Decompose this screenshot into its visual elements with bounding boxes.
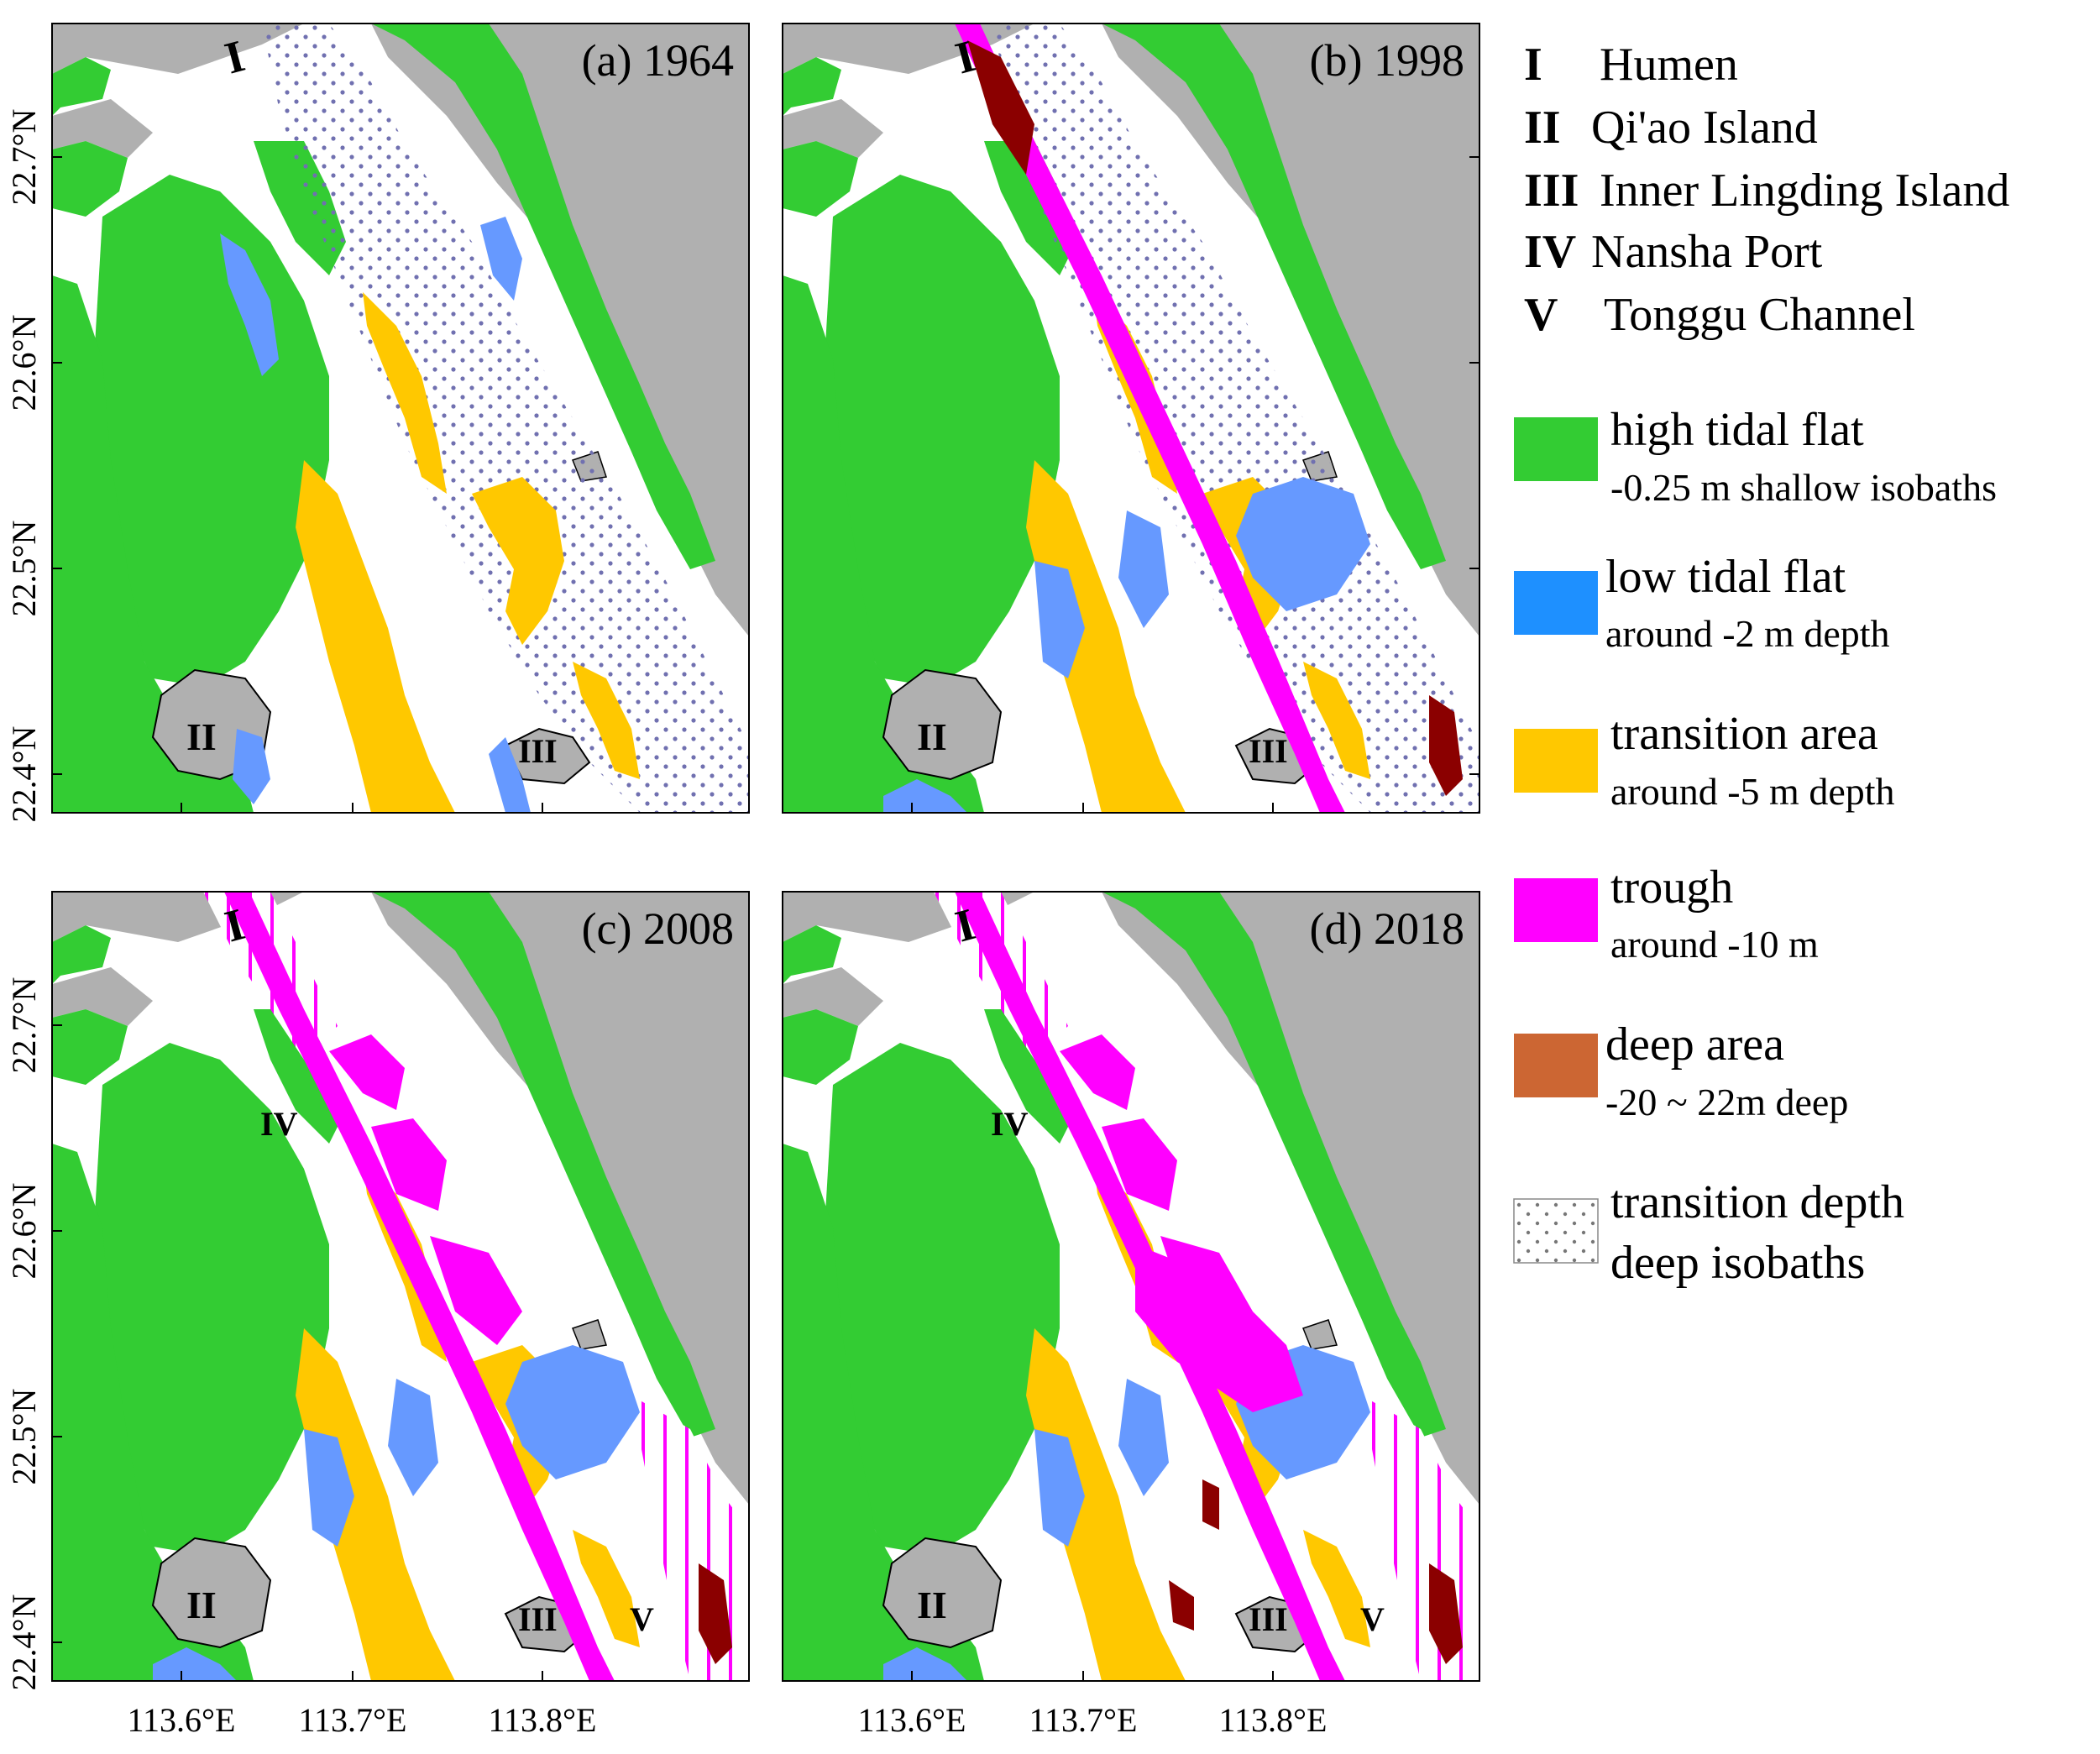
panel-d: (d) 2018 I II III IV V xyxy=(782,891,1480,1682)
legend-name: transition depth xyxy=(1610,1176,1904,1228)
panel-a-label-III: III xyxy=(518,732,558,770)
panel-c-title: (c) 2008 xyxy=(582,903,734,954)
legend-name: low tidal flat xyxy=(1605,551,1846,603)
place-numeral: II xyxy=(1524,102,1561,154)
place-name: Tonggu Channel xyxy=(1604,289,1915,341)
lat-tick-marks xyxy=(52,156,1479,1643)
lon-tick-label: 113.6°E xyxy=(858,1701,966,1739)
legend-trough: trough around -10 m xyxy=(1514,861,1819,966)
legend-swatch xyxy=(1513,1198,1599,1264)
lat-tick-label: 22.4°N xyxy=(5,1594,43,1691)
place-name: Nansha Port xyxy=(1591,226,1823,278)
legend-desc: -0.25 m shallow isobaths xyxy=(1610,466,1997,509)
legend-name: deep area xyxy=(1605,1018,1784,1071)
place-legend-item: IV Nansha Port xyxy=(1524,226,1823,278)
panel-c-label-V: V xyxy=(630,1600,654,1638)
lat-tick-label: 22.4°N xyxy=(5,726,43,823)
lat-tick-label: 22.7°N xyxy=(5,109,43,206)
place-numeral: III xyxy=(1524,165,1579,217)
place-name: Humen xyxy=(1600,39,1738,91)
place-legend-item: II Qi'ao Island xyxy=(1524,102,1818,154)
legend-transition-area: transition area around -5 m depth xyxy=(1514,708,1895,813)
lon-axis-right: 113.6°E 113.7°E 113.8°E xyxy=(858,1701,1328,1739)
lon-tick-marks xyxy=(181,803,1274,1681)
place-legend: I Humen II Qi'ao Island III Inner Lingdi… xyxy=(1524,39,2009,341)
place-numeral: I xyxy=(1524,39,1542,91)
lon-tick-label: 113.7°E xyxy=(1029,1701,1138,1739)
panel-d-label-V: V xyxy=(1360,1600,1385,1638)
legend-desc: deep isobaths xyxy=(1610,1237,1865,1289)
lon-tick-label: 113.8°E xyxy=(1219,1701,1328,1739)
panel-c-label-IV: IV xyxy=(260,1105,298,1143)
panel-a-label-II: II xyxy=(186,715,217,758)
panel-b-title: (b) 1998 xyxy=(1310,35,1464,86)
lat-tick-label: 22.6°N xyxy=(5,1183,43,1280)
legend-deep-area: deep area -20 ~ 22m deep xyxy=(1514,1018,1848,1123)
place-numeral: V xyxy=(1524,289,1558,341)
legend-name: high tidal flat xyxy=(1610,404,1864,456)
legend-swatch xyxy=(1514,1034,1598,1097)
legend-low-tidal-flat: low tidal flat around -2 m depth xyxy=(1514,551,1890,655)
legend-swatch xyxy=(1514,571,1598,635)
place-name: Inner Lingding Island xyxy=(1600,165,2009,217)
legend-name: trough xyxy=(1610,861,1733,914)
panel-b: (b) 1998 I II III xyxy=(782,23,1480,814)
legend-transition-depth: transition depth deep isobaths xyxy=(1513,1176,1904,1289)
legend-desc: around -10 m xyxy=(1610,923,1819,966)
legend-name: transition area xyxy=(1610,708,1878,760)
lat-tick-label: 22.5°N xyxy=(5,521,43,617)
lon-tick-label: 113.8°E xyxy=(489,1701,597,1739)
panel-c: (c) 2008 I II III IV V xyxy=(51,891,750,1682)
legend-swatch xyxy=(1514,417,1598,481)
panel-c-label-II: II xyxy=(186,1584,217,1626)
panel-a-title: (a) 1964 xyxy=(582,35,734,86)
legend-swatch xyxy=(1514,878,1598,942)
panel-d-label-II: II xyxy=(917,1584,947,1626)
panel-d-title: (d) 2018 xyxy=(1310,903,1464,954)
place-numeral: IV xyxy=(1524,226,1576,278)
legend-desc: -20 ~ 22m deep xyxy=(1605,1081,1848,1123)
panel-b-label-III: III xyxy=(1249,732,1288,770)
lon-tick-label: 113.6°E xyxy=(128,1701,236,1739)
class-legend: high tidal flat -0.25 m shallow isobaths… xyxy=(1513,404,1997,1289)
place-legend-item: V Tonggu Channel xyxy=(1524,289,1915,341)
lon-tick-label: 113.7°E xyxy=(299,1701,407,1739)
place-legend-item: I Humen xyxy=(1524,39,1738,91)
panel-a: (a) 1964 I II III xyxy=(51,23,750,814)
lat-axis-bottom: 22.4°N 22.5°N 22.6°N 22.7°N xyxy=(5,977,43,1691)
legend-desc: around -2 m depth xyxy=(1605,612,1890,655)
lat-axis-top: 22.4°N 22.5°N 22.6°N 22.7°N xyxy=(5,109,43,823)
lat-tick-label: 22.6°N xyxy=(5,315,43,411)
lat-tick-label: 22.5°N xyxy=(5,1389,43,1485)
legend-desc: around -5 m depth xyxy=(1610,770,1895,813)
panel-d-label-IV: IV xyxy=(991,1105,1029,1143)
legend-high-tidal-flat: high tidal flat -0.25 m shallow isobaths xyxy=(1514,404,1997,509)
lon-axis-left: 113.6°E 113.7°E 113.8°E xyxy=(128,1701,597,1739)
lat-tick-label: 22.7°N xyxy=(5,977,43,1074)
legend-swatch xyxy=(1514,729,1598,793)
panel-c-label-III: III xyxy=(518,1600,558,1638)
place-name: Qi'ao Island xyxy=(1591,102,1818,154)
place-legend-item: III Inner Lingding Island xyxy=(1524,165,2009,217)
panel-b-label-II: II xyxy=(917,715,947,758)
panel-d-label-III: III xyxy=(1249,1600,1288,1638)
